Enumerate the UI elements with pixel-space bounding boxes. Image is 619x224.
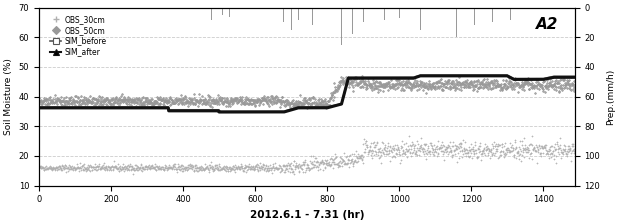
X-axis label: 2012.6.1 - 7.31 (hr): 2012.6.1 - 7.31 (hr): [249, 210, 364, 220]
Bar: [492, 8, 493, 22]
Y-axis label: Soil Moisture (%): Soil Moisture (%): [4, 58, 13, 135]
Bar: [222, 8, 223, 15]
Bar: [290, 8, 292, 30]
Bar: [474, 8, 475, 26]
Legend: OBS_30cm, OBS_50cm, SIM_before, SIM_after: OBS_30cm, OBS_50cm, SIM_before, SIM_afte…: [48, 13, 108, 58]
Bar: [384, 8, 385, 19]
Bar: [211, 8, 212, 19]
Bar: [456, 8, 457, 37]
Bar: [352, 8, 353, 34]
Bar: [298, 8, 299, 19]
Bar: [399, 8, 400, 18]
Bar: [420, 8, 422, 30]
Bar: [312, 8, 313, 26]
Text: A2: A2: [536, 17, 559, 32]
Bar: [284, 8, 285, 22]
Bar: [510, 8, 511, 19]
Y-axis label: Prep.(mm/h): Prep.(mm/h): [606, 69, 615, 125]
Bar: [341, 8, 342, 45]
